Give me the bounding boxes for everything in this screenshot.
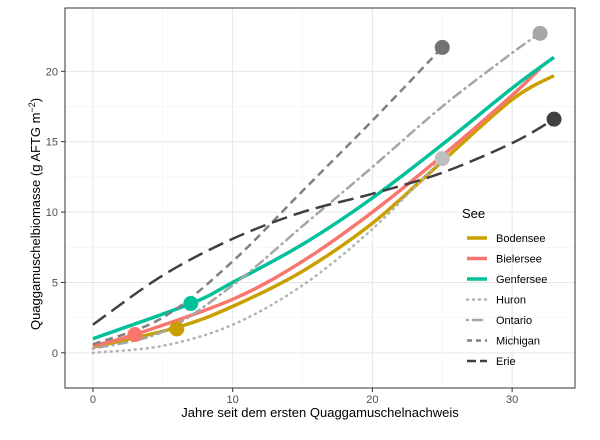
x-tick-label: 30 xyxy=(506,394,518,406)
data-point-genfersee xyxy=(183,296,199,312)
y-axis-title: Quaggamuschelbiomasse (g AFTG m−2) xyxy=(27,98,43,330)
legend-label-bodensee: Bodensee xyxy=(496,233,546,245)
y-tick-label: 5 xyxy=(52,277,58,289)
legend-label-genfersee: Genfersee xyxy=(496,274,547,286)
series-line-michigan xyxy=(92,46,444,346)
series-points xyxy=(127,25,562,343)
data-point-michigan xyxy=(434,39,450,55)
x-tick-label: 0 xyxy=(90,394,96,406)
legend-label-ontario: Ontario xyxy=(496,315,532,327)
legend-label-erie: Erie xyxy=(496,356,516,368)
panel-border xyxy=(64,7,576,389)
series-line-ontario xyxy=(91,32,542,350)
x-tick-label: 10 xyxy=(227,394,239,406)
legend-label-huron: Huron xyxy=(496,295,526,307)
y-axis-title-main: Quaggamuschelbiomasse (g AFTG m xyxy=(28,113,43,330)
y-axis-title-superscript: −2 xyxy=(27,102,37,112)
data-point-erie xyxy=(546,111,562,127)
y-axis-title-end: ) xyxy=(28,98,43,102)
series-line-huron xyxy=(91,157,444,355)
x-axis: 0 10 20 30 xyxy=(90,388,518,406)
legend: See Bodensee Bielersee Genfersee Huron Ontar… xyxy=(462,206,547,368)
y-tick-label: 20 xyxy=(46,66,58,78)
x-tick-label: 20 xyxy=(366,394,378,406)
y-tick-label: 10 xyxy=(46,207,58,219)
legend-label-bielersee: Bielersee xyxy=(496,254,542,266)
data-point-bielersee xyxy=(127,327,143,343)
data-point-bodensee xyxy=(169,321,185,337)
legend-label-michigan: Michigan xyxy=(496,336,540,348)
data-point-ontario xyxy=(532,25,548,41)
data-point-huron xyxy=(434,151,450,167)
y-axis: 0 5 10 15 20 xyxy=(46,66,65,360)
legend-title: See xyxy=(462,206,485,221)
x-axis-title: Jahre seit dem ersten Quaggamuschelnachw… xyxy=(181,405,459,420)
y-tick-label: 15 xyxy=(46,137,58,149)
series-line-erie xyxy=(92,118,555,326)
y-tick-label: 0 xyxy=(52,348,58,360)
series-line-bielersee xyxy=(92,67,542,348)
